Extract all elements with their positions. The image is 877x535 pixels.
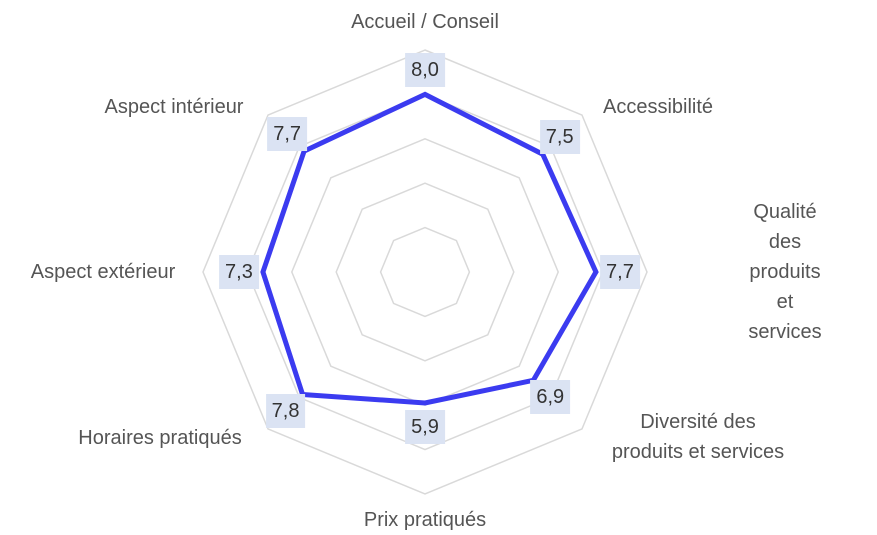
value-label: 7,8 (265, 394, 306, 429)
value-label: 8,0 (405, 53, 445, 88)
value-label: 7,7 (267, 117, 308, 152)
value-label: 7,3 (219, 255, 259, 289)
series-line (260, 91, 599, 406)
category-label: Aspect intérieur (104, 96, 244, 118)
grid-ring (335, 182, 515, 362)
value-label: 5,9 (405, 409, 445, 444)
grid-ring (202, 49, 648, 495)
category-label: Prix pratiqués (363, 509, 487, 531)
value-label: 7,7 (600, 255, 640, 289)
category-label: Qualité des produits et services (748, 201, 822, 343)
category-label: Diversité des produits et services (611, 411, 785, 463)
grid-ring (290, 137, 560, 407)
grid-ring (379, 226, 471, 318)
category-label: Accueil / Conseil (351, 11, 499, 33)
category-label: Horaires pratiqués (78, 427, 242, 449)
value-label: 7,5 (539, 120, 580, 155)
grid-ring (246, 93, 604, 451)
value-label: 6,9 (530, 380, 571, 415)
category-label: Accessibilité (602, 96, 714, 118)
category-label: Aspect extérieur (30, 261, 176, 283)
